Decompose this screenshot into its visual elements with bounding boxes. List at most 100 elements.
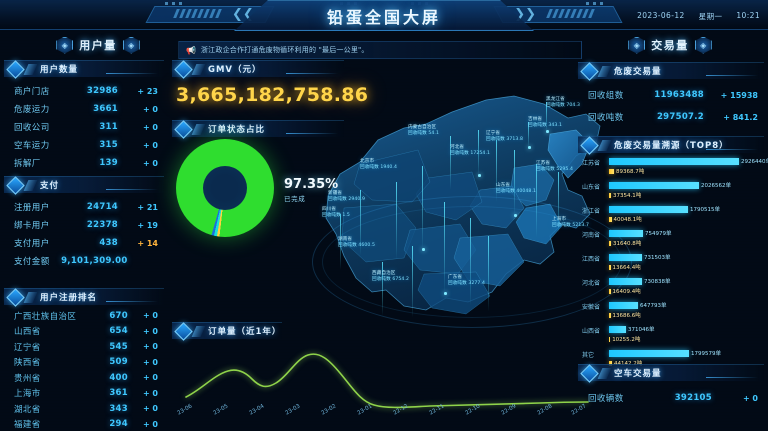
bar-group: 山西省 371046单 10255.2吨 [582, 325, 761, 349]
bar-secondary-value: 37354.1吨 [613, 193, 642, 199]
map-point-label: 四川省 回收吨数 1.5 [322, 206, 350, 218]
metric-delta: + 841.2 [723, 112, 758, 122]
metric-delta: + 0 [142, 122, 158, 132]
bar-secondary: 37354.1吨 [609, 192, 641, 199]
bar-secondary-value: 10255.2吨 [612, 337, 641, 343]
panel-title: 用户数量 [40, 65, 79, 75]
bar-group: 江苏省 2926440单 89368.7吨 [582, 157, 768, 181]
panel-empty-car-transactions: 空车交易量 回收辆数 392105 + 0 [578, 363, 764, 410]
slash-icon [23, 291, 38, 303]
metric-delta: + 23 [137, 86, 158, 96]
map-point-value: 回收吨数 5295.4 [536, 167, 574, 172]
bar-chart[interactable]: 江苏省 2926440单 89368.7吨 山东省 2026562单 37354… [578, 153, 768, 373]
hazard-rows: 回收组数 11963488 + 15938 回收吨数 297507.2 + 84… [578, 79, 764, 128]
header-dots-d [586, 2, 603, 5]
diamond-icon [174, 59, 193, 79]
map-point-value: 回收吨数 17254.1 [450, 151, 491, 156]
map-point-name: 吉林省 [528, 117, 543, 122]
map-dot [514, 214, 517, 217]
bar-category: 江西省 [582, 256, 601, 263]
list-item: 湖北省 343 + 0 [14, 401, 158, 417]
map-point-name: 西藏自治区 [372, 271, 396, 276]
bar-group: 江西省 731503单 13664.4吨 [582, 253, 761, 277]
list-item: 陕西省 509 + 0 [14, 355, 158, 371]
metric-row: 空车运力 315 + 0 [14, 136, 158, 154]
section-cap-transactions-label: 交易量 [651, 39, 689, 52]
diamond-icon [6, 175, 25, 195]
map-point-name: 湖南省 [338, 237, 353, 242]
donut-ring[interactable] [176, 139, 274, 237]
bar-primary-value: 730838单 [644, 278, 671, 285]
metric-delta: + 19 [137, 220, 158, 230]
panel-underline [106, 72, 158, 74]
slash-icon [191, 123, 206, 135]
bar-primary: 2026562单 [609, 182, 731, 189]
map-beam [558, 172, 560, 234]
map-point-label: 新疆省 回收吨数 2940.9 [328, 190, 365, 202]
notice-banner: 📢 浙江政企合作打通危废物循环利用的 "最后一公里"。 [178, 41, 582, 59]
map-dot [422, 248, 425, 251]
rank-delta: + 0 [142, 311, 158, 321]
rank-value: 509 [109, 357, 128, 368]
bar-secondary-value: 31640.8吨 [613, 241, 642, 247]
bar-secondary-value: 13686.6吨 [612, 313, 641, 319]
rank-value: 294 [109, 419, 128, 430]
hex-icon-left-a: ◈ [56, 36, 74, 54]
bar-group: 浙江省 1790515单 40048.1吨 [582, 205, 761, 229]
panel-header-payment: 支付 [4, 175, 164, 195]
bar-primary: 731503单 [609, 254, 671, 261]
line-chart[interactable]: 23-06 23-05 23-04 23-03 23-02 23-01 22-1… [172, 339, 592, 429]
metric-row: 支付用户 438 + 14 [14, 234, 158, 252]
slash-icon [191, 325, 206, 337]
map-point-value: 回收吨数 343.1 [528, 123, 562, 128]
panel-header-empty-car: 空车交易量 [578, 363, 764, 383]
map-beam [340, 214, 342, 270]
bar-primary: 2926440单 [609, 158, 768, 165]
section-cap-transactions: ◈ 交易量 ◈ [610, 33, 730, 57]
list-item: 山西省 654 + 0 [14, 324, 158, 340]
map-beam [450, 136, 452, 190]
panel-header-top8: 危废交易量溯源（TOP8） [578, 135, 764, 155]
donut-chart[interactable]: 97.35% 已完成 [172, 137, 344, 239]
empty-car-rows: 回收辆数 392105 + 0 [578, 381, 764, 410]
metric-label: 回收吨数 [588, 113, 624, 123]
metric-value: 32986 [86, 86, 118, 96]
list-item: 辽宁省 545 + 0 [14, 339, 158, 355]
map-point-value: 回收吨数 5213.7 [552, 223, 590, 228]
metric-row: 危废运力 3661 + 0 [14, 100, 158, 118]
bar-primary: 1799579单 [609, 350, 721, 357]
header-datetime: 2023-06-12 星期一 10:21 [637, 11, 760, 22]
metric-value: 3661 [93, 104, 118, 114]
map-point-name: 四川省 [322, 207, 337, 212]
panel-title: 订单状态占比 [208, 125, 266, 135]
bar-category: 河北省 [582, 280, 601, 287]
bar-secondary: 89368.7吨 [609, 168, 644, 175]
panel-underline [706, 148, 758, 150]
panel-underline [706, 74, 758, 76]
metric-label: 支付金额 [14, 257, 50, 267]
rank-label: 广西壮族自治区 [14, 311, 77, 322]
header: ❮❮ ❯❯ 铅蛋全国大屏 2023-06-12 星期一 10:21 [0, 0, 768, 34]
panel-order-status: 订单状态占比 97.35% 已完成 [172, 119, 344, 240]
bar-category: 浙江省 [582, 208, 601, 215]
slash-icon [191, 63, 206, 75]
map-point-label: 北京市 回收吨数 1940.4 [360, 158, 397, 170]
bar-category: 其它 [582, 352, 595, 359]
metric-value: 438 [99, 238, 118, 248]
list-item: 福建省 294 + 0 [14, 417, 158, 431]
metric-delta: + 21 [137, 202, 158, 212]
bar-primary-value: 2026562单 [701, 182, 731, 189]
metric-delta: + 0 [142, 140, 158, 150]
map-dot [478, 174, 481, 177]
panel-underline [106, 188, 158, 190]
metric-row: 回收公司 311 + 0 [14, 118, 158, 136]
panel-header-order-volume: 订单量（近1年） [172, 321, 282, 341]
diamond-icon [6, 59, 25, 79]
metric-delta: + 14 [137, 238, 158, 248]
bar-category: 山东省 [582, 184, 601, 191]
slash-icon [597, 367, 612, 379]
map-beam [470, 218, 472, 306]
china-map[interactable]: 黑龙江省 回收吨数 704.3 吉林省 回收吨数 343.1 内蒙古自治区 回收… [300, 78, 640, 358]
rank-delta: + 0 [142, 326, 158, 336]
